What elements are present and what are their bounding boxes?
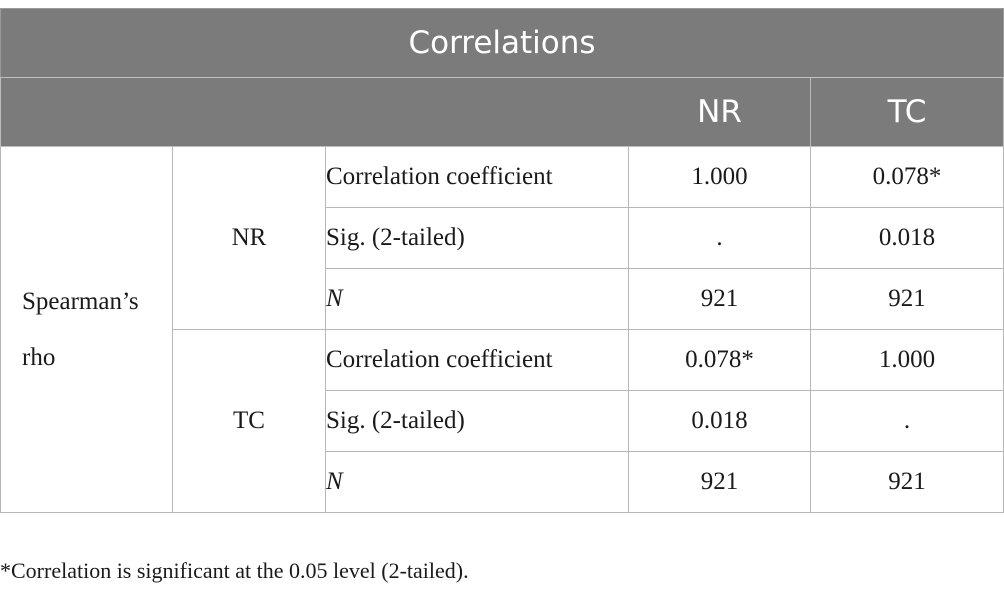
table-footnote: *Correlation is significant at the 0.05 … <box>0 558 469 583</box>
stat-label: N <box>325 451 629 513</box>
variable-label-nr: NR <box>172 146 326 330</box>
value-cell: 0.018 <box>809 207 1004 269</box>
table-row: Sig. (2-tailed) . 0.018 <box>1 207 1004 269</box>
value-cell: . <box>628 207 811 269</box>
value-cell: 921 <box>809 268 1004 330</box>
value-cell: 921 <box>628 451 811 513</box>
stat-label: Correlation coefficient <box>325 329 629 391</box>
table-row: TC Correlation coefficient 0.078* 1.000 <box>1 329 1004 513</box>
value-cell: . <box>809 390 1004 452</box>
header-blank-cell <box>0 77 629 147</box>
stat-label: Correlation coefficient <box>325 146 629 208</box>
table-title: Correlations <box>0 8 1004 78</box>
value-cell: 0.078* <box>809 146 1004 208</box>
value-cell: 0.078* <box>628 329 811 391</box>
method-label: Spearman’s rho <box>22 287 139 371</box>
stat-label: Sig. (2-tailed) <box>325 207 629 269</box>
correlations-table: Correlations NR TC Spearman’s rho NR Cor… <box>0 8 1004 513</box>
value-cell: 1.000 <box>628 146 811 208</box>
value-cell: 1.000 <box>809 329 1004 391</box>
column-header-tc: TC <box>809 77 1004 147</box>
stat-label: N <box>325 268 629 330</box>
method-label-cell: Spearman’s rho <box>0 146 173 513</box>
column-header-nr: NR <box>628 77 811 147</box>
table-row: N 921 921 <box>1 268 1004 330</box>
table-title-row: Correlations <box>0 8 1004 78</box>
table-row: N 921 921 <box>1 451 1004 513</box>
stat-label: Sig. (2-tailed) <box>325 390 629 452</box>
value-cell: 921 <box>628 268 811 330</box>
value-cell: 921 <box>809 451 1004 513</box>
variable-label-tc: TC <box>172 329 326 513</box>
value-cell: 0.018 <box>628 390 811 452</box>
table-row: Spearman’s rho NR Correlation coefficien… <box>0 146 1004 513</box>
table-header-row: NR TC <box>0 77 1004 147</box>
